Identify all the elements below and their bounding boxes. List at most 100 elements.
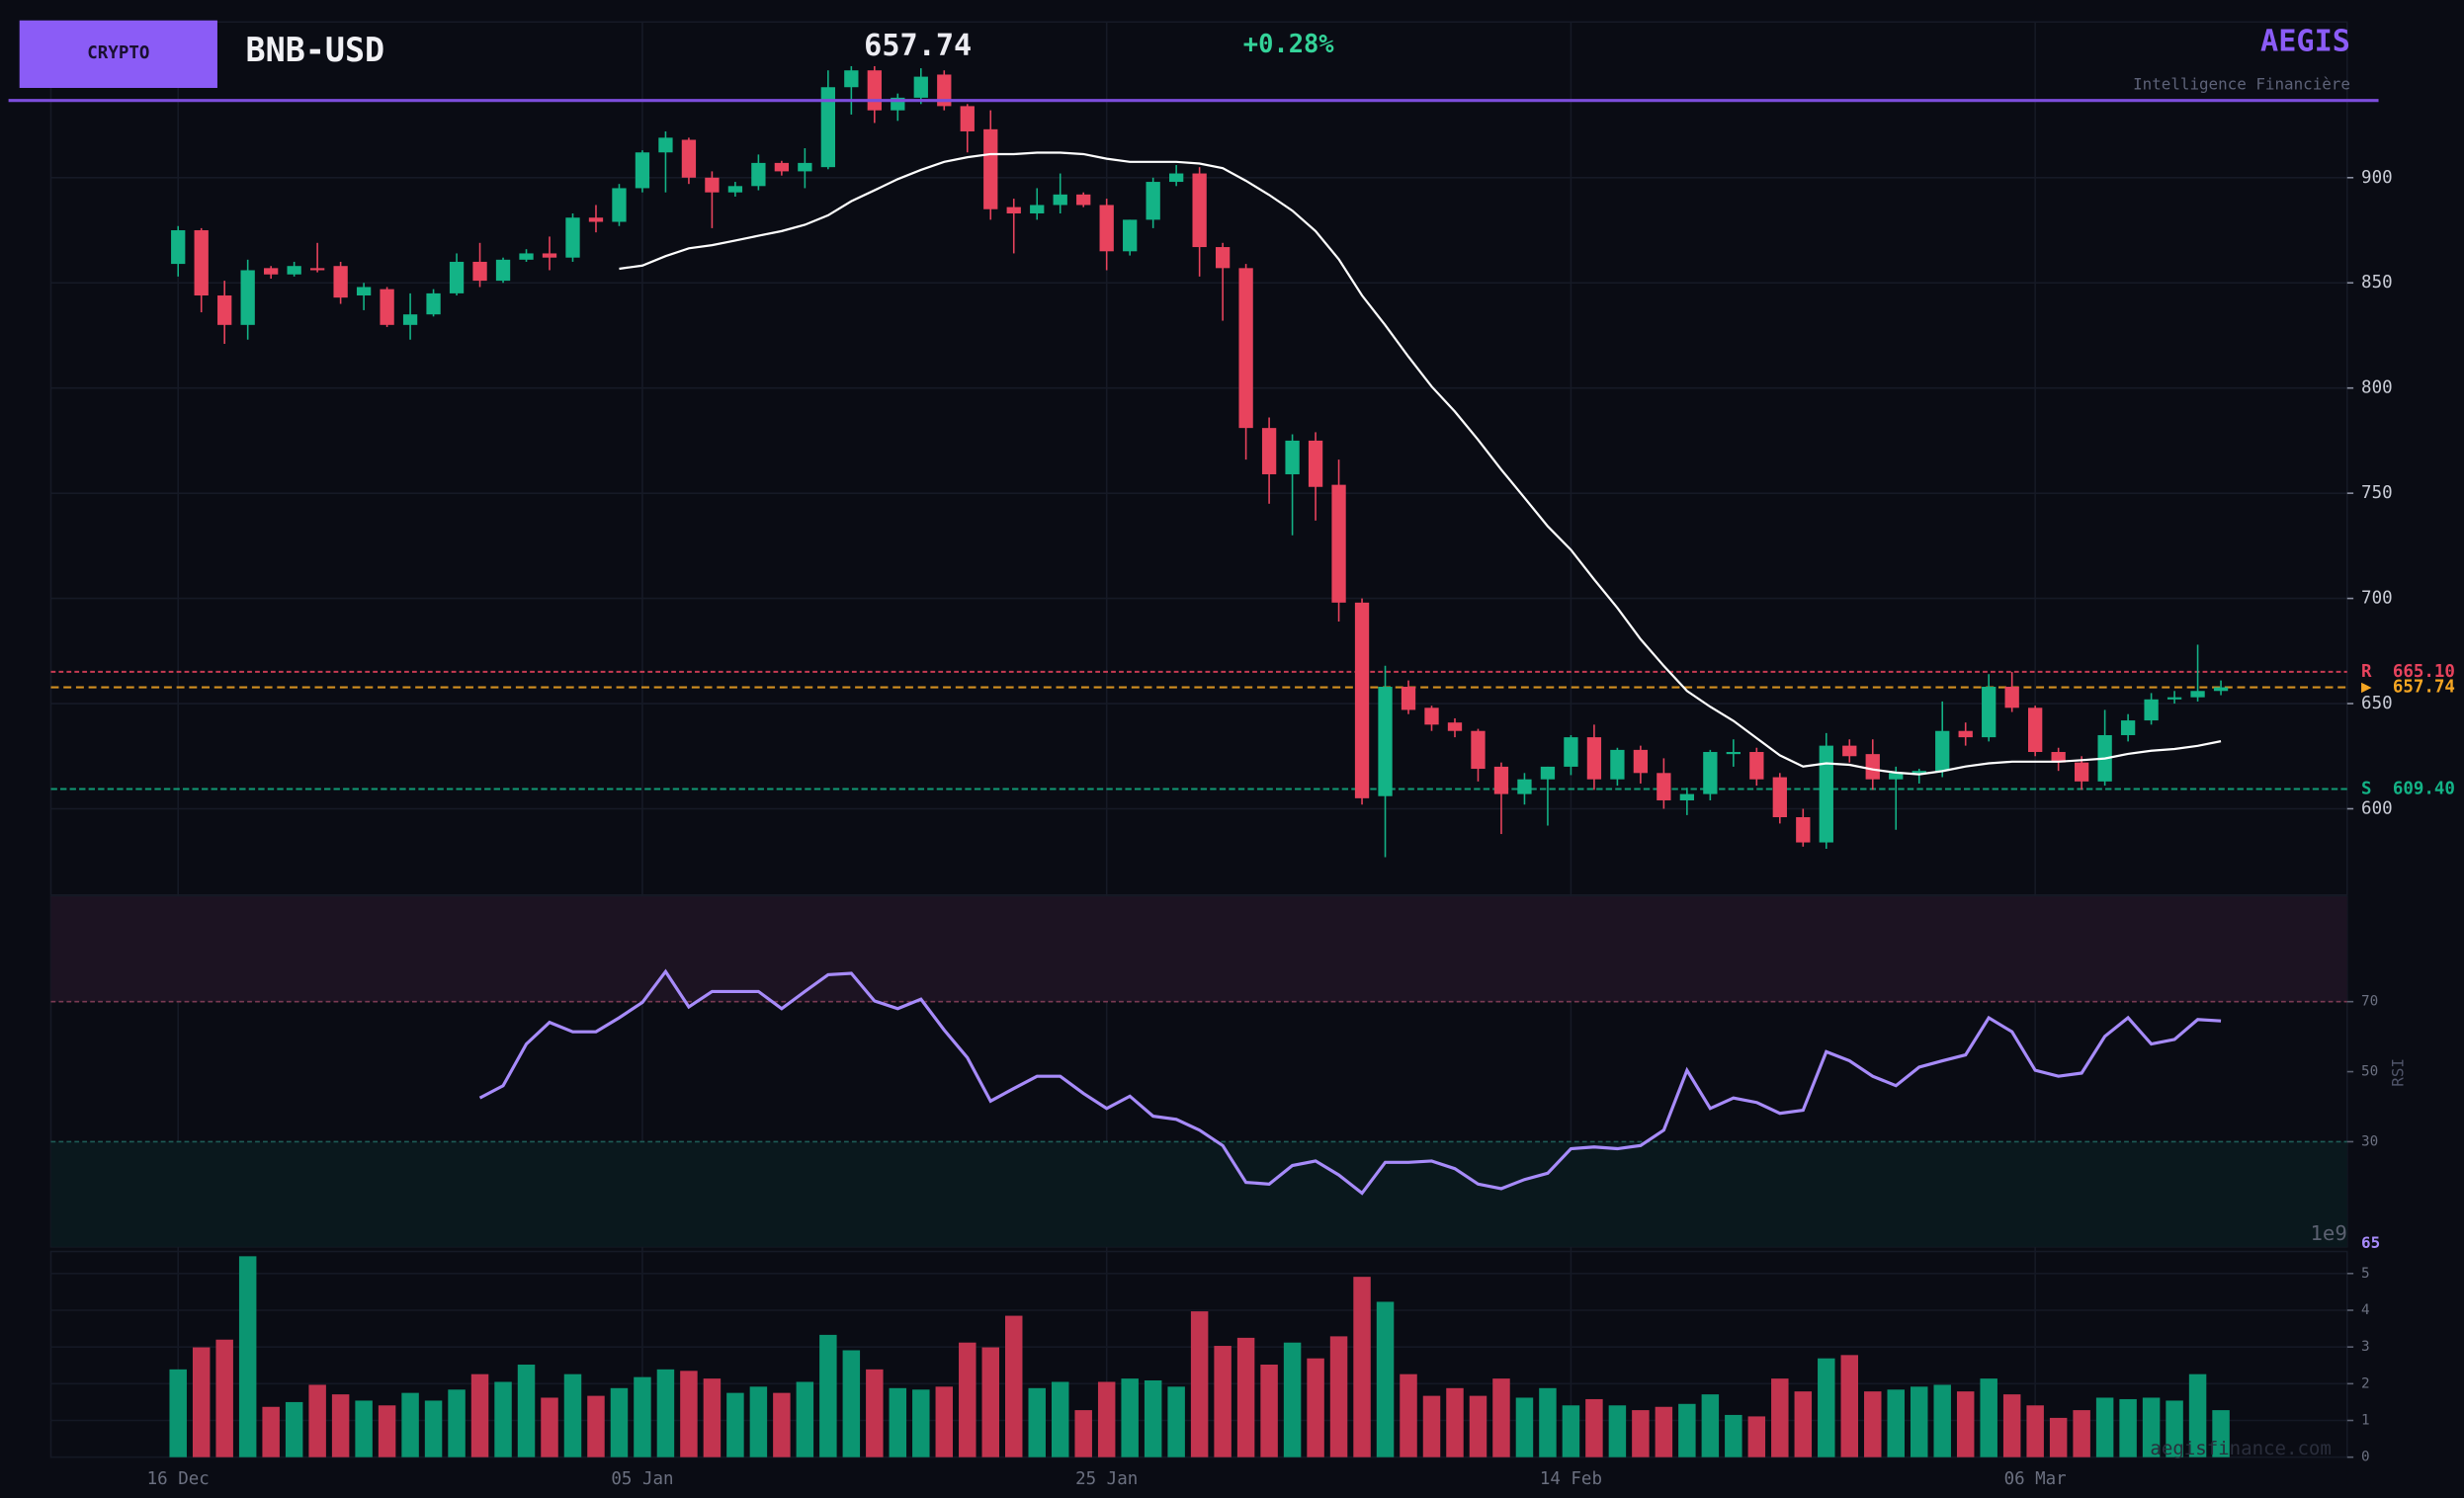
candle-body [1657,773,1671,800]
volume-bar [2142,1397,2161,1457]
rsi-line [478,968,2222,1196]
candle-body [1053,194,1067,206]
volume-bar [1701,1394,1720,1457]
candle-body [1633,749,1649,774]
candle-body [1958,730,1973,738]
candle-body [1215,247,1231,269]
candle-body [287,266,301,275]
candle-body [309,268,325,271]
candle-body [264,268,279,275]
volume-bar [1329,1336,1348,1457]
y-tick-label: 600 [2361,798,2393,818]
volume-bar [1887,1389,1905,1457]
y-tick-label: 1 [2361,1413,2370,1429]
change: +0.28% [1243,29,1334,58]
candle-body [449,261,465,293]
volume-bar [1307,1358,1324,1457]
candle-body [2051,752,2066,763]
volume-bar [1794,1391,1813,1457]
resistance-tag: R [2361,662,2372,682]
x-tick-label: 25 Jan [1075,1469,1138,1489]
volume-bar [1933,1384,1951,1457]
volume-bar [494,1381,512,1457]
rsi-label: RSI [2389,1058,2408,1087]
y-tick-label: 850 [2361,273,2393,292]
volume-bar [424,1400,443,1457]
y-tick-label: 900 [2361,168,2393,188]
volume-bar [2095,1397,2114,1457]
badge [19,20,217,88]
last-tag: ▶ [2361,678,2372,698]
volume-bar [1980,1378,1997,1457]
candle-body [1331,484,1346,603]
candle-body [171,230,186,265]
candle-body [1076,194,1091,206]
volume-bar [1678,1403,1696,1457]
volume-bar [1608,1405,1627,1457]
candle-body [1540,766,1556,780]
candle-body [612,188,627,222]
volume-bar [169,1369,187,1457]
candle-body [1493,766,1509,794]
candle-body [240,270,255,325]
candle-body [774,162,790,172]
candle-body [1982,687,1997,738]
volume-bar [1539,1387,1557,1457]
candle-body [1517,779,1532,794]
candle-body [542,253,557,258]
candle-body [867,70,882,111]
moving-average [619,151,2222,776]
candle-body [2120,720,2136,735]
volume-bar [470,1373,489,1457]
y-tick-label: 5 [2361,1266,2370,1282]
candle-body [426,292,441,315]
candle-body [751,162,766,187]
candle-body [1447,722,1463,731]
volume-bar [563,1373,582,1457]
volume-bar [1236,1337,1255,1457]
volume-bar [1515,1397,1534,1457]
price: 657.74 [864,29,972,63]
volume-bar [2026,1405,2044,1457]
y-tick-label: 50 [2361,1064,2378,1080]
candle-body [1308,440,1323,487]
candle-body [1123,219,1138,252]
candle-body [1935,730,1950,772]
support-value: 609.40 [2393,779,2455,798]
volume-bar [1167,1386,1185,1457]
volume-bar [1469,1395,1487,1457]
volume-bar [1283,1342,1302,1457]
volume-bar [866,1369,884,1457]
volume-bar [285,1401,303,1457]
candle-body [820,87,835,168]
volume-bar [2002,1394,2021,1457]
support-tag: S [2361,779,2372,798]
candle-body [2190,691,2205,698]
volume-bar [331,1394,350,1457]
volume-bar [1492,1378,1510,1457]
volume-bar [1864,1391,1882,1457]
volume-bar [703,1378,722,1457]
volume-bar [1725,1414,1742,1457]
candle-body [565,217,580,258]
volume-bar [1190,1311,1209,1457]
x-tick-label: 06 Mar [2004,1469,2067,1489]
volume-bar [1585,1398,1603,1457]
volume-bar [981,1347,999,1457]
candle-body [727,186,743,193]
volume-bar [889,1387,907,1457]
candle-body [2167,697,2182,700]
candle-body [1726,752,1741,755]
volume-bar [1840,1355,1859,1457]
candle-body [495,259,511,282]
volume-bar [773,1392,791,1457]
volume-bar [2119,1398,2137,1457]
candle-body [705,177,720,193]
candle-body [1912,771,1926,774]
volume-bar [634,1376,651,1457]
volume-bar [726,1392,744,1457]
candle-body [588,217,604,222]
volume-bar [1074,1410,1092,1457]
candle-body [2074,762,2089,782]
